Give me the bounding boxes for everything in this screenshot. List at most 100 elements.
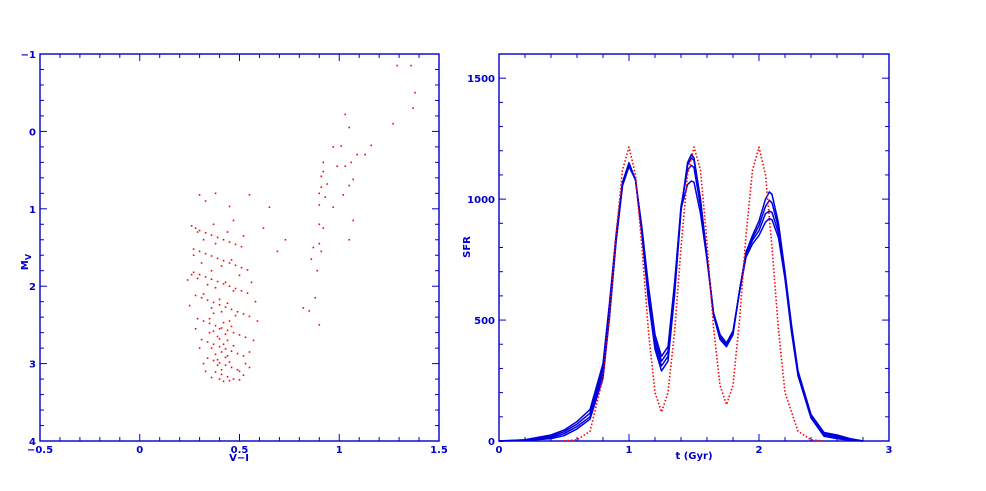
cmd-star-point [208, 317, 211, 320]
cmd-star-point [238, 370, 241, 373]
cmd-y-axis-title-sub: V [24, 253, 33, 260]
cmd-star-point [210, 347, 213, 349]
cmd-star-point [364, 153, 366, 156]
cmd-star-point [230, 350, 233, 353]
cmd-star-point [194, 327, 197, 330]
cmd-star-point [232, 378, 235, 380]
cmd-y-tick-label: 2 [29, 282, 36, 293]
cmd-star-point [216, 364, 219, 366]
cmd-star-point [222, 343, 225, 346]
cmd-star-point [204, 370, 207, 373]
cmd-star-point [194, 294, 197, 297]
cmd-star-point [232, 344, 235, 347]
cmd-star-point [196, 317, 199, 320]
cmd-star-point [230, 259, 233, 261]
cmd-star-point [204, 200, 207, 202]
cmd-star-point [246, 292, 249, 294]
cmd-star-point [208, 322, 211, 325]
sfr-input-model-line [563, 146, 825, 442]
cmd-star-point [302, 307, 305, 309]
sfr-y-axis-title: SFR [462, 236, 473, 258]
cmd-star-point [222, 321, 225, 324]
cmd-star-point [238, 334, 241, 336]
cmd-y-tick-label: 1 [29, 205, 36, 216]
cmd-x-tick-label: 0.5 [231, 445, 249, 456]
cmd-star-point [212, 359, 215, 362]
cmd-star-point [222, 238, 225, 241]
cmd-star-point [342, 194, 345, 196]
cmd-star-point [316, 269, 319, 272]
cmd-star-point [198, 273, 201, 276]
sfr-plot-frame [498, 53, 890, 442]
cmd-star-point [188, 304, 191, 307]
cmd-star-point [202, 320, 205, 322]
sfr-recovered-fit-line [498, 157, 864, 442]
cmd-star-point [210, 307, 213, 309]
sfr-x-tick-label: 3 [886, 445, 893, 456]
cmd-star-point [226, 339, 229, 342]
cmd-star-point [242, 374, 245, 377]
cmd-star-point [214, 353, 217, 356]
cmd-star-point [202, 238, 205, 241]
cmd-star-point [348, 184, 351, 187]
cmd-star-point [204, 252, 207, 255]
cmd-y-axis-title: MV [20, 253, 33, 270]
cmd-star-point [198, 250, 201, 253]
cmd-star-point [210, 376, 213, 379]
sfr-x-tick-label: 2 [756, 445, 763, 456]
cmd-star-point [410, 64, 412, 67]
cmd-star-point [206, 341, 209, 343]
cmd-star-point [236, 310, 239, 313]
cmd-star-point [254, 300, 257, 303]
cmd-star-point [240, 266, 243, 269]
cmd-star-point [348, 126, 351, 129]
cmd-star-point [344, 113, 347, 116]
cmd-star-point [318, 242, 321, 245]
cmd-star-point [220, 373, 223, 376]
cmd-star-point [310, 258, 313, 260]
cmd-star-point [232, 331, 235, 334]
cmd-star-point [220, 368, 223, 371]
cmd-star-point [230, 308, 233, 311]
cmd-star-point [206, 299, 209, 301]
sfr-recovered-fit-line [498, 153, 864, 442]
cmd-star-point [242, 235, 245, 237]
cmd-star-point [212, 223, 215, 226]
cmd-star-point [234, 314, 237, 317]
cmd-star-point [210, 234, 213, 236]
cmd-star-point [276, 250, 279, 253]
cmd-star-point [210, 269, 213, 272]
cmd-star-point [344, 165, 347, 168]
cmd-star-point [340, 145, 343, 147]
cmd-x-tick-label: 1.5 [430, 445, 448, 456]
cmd-star-point [318, 324, 321, 326]
cmd-star-point [332, 146, 335, 148]
cmd-star-point [228, 262, 231, 264]
cmd-star-point [204, 231, 207, 234]
cmd-star-point [218, 362, 221, 364]
cmd-star-point [222, 259, 225, 262]
cmd-star-point [216, 257, 219, 260]
cmd-star-point [228, 285, 231, 287]
cmd-star-point [226, 329, 229, 332]
cmd-star-point [320, 175, 323, 178]
cmd-star-point [192, 254, 195, 257]
cmd-star-point [224, 333, 227, 335]
cmd-star-point [220, 327, 223, 329]
cmd-star-point [212, 343, 215, 346]
cmd-star-point [240, 245, 243, 248]
cmd-star-point [246, 269, 249, 271]
cmd-star-point [212, 301, 215, 304]
cmd-x-tick-label: 1 [336, 445, 343, 456]
cmd-star-point [216, 358, 219, 361]
cmd-star-point [312, 246, 315, 249]
cmd-star-point [198, 229, 201, 232]
cmd-star-point [248, 366, 251, 369]
cmd-star-point [218, 345, 221, 348]
cmd-star-point [232, 219, 235, 222]
cmd-star-point [320, 250, 323, 253]
cmd-star-point [224, 306, 227, 308]
cmd-star-point [214, 192, 217, 195]
cmd-star-point [218, 298, 221, 301]
cmd-star-point [220, 310, 223, 313]
